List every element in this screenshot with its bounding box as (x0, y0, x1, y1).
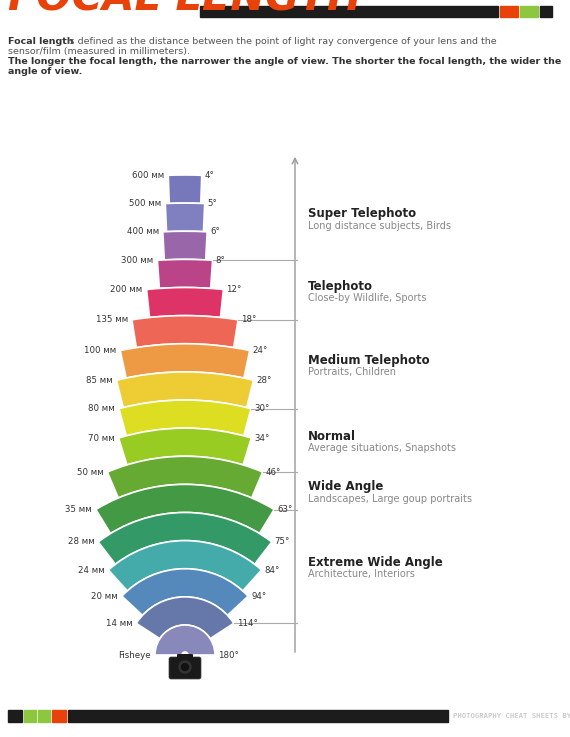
Text: PHOTOGRAPHY CHEAT SHEETS BY PICTURECORRECT.COM: PHOTOGRAPHY CHEAT SHEETS BY PICTURECORRE… (453, 713, 570, 719)
Bar (24, 710, 36, 722)
Circle shape (181, 663, 189, 671)
Text: Landscapes, Large goup portraits: Landscapes, Large goup portraits (308, 494, 472, 504)
Text: 135 мм: 135 мм (96, 315, 128, 324)
Text: Telephoto: Telephoto (308, 279, 373, 293)
Wedge shape (155, 625, 215, 655)
Wedge shape (146, 287, 223, 318)
Text: 100 мм: 100 мм (84, 346, 116, 355)
Wedge shape (108, 541, 262, 591)
Text: 24°: 24° (253, 346, 268, 355)
Text: 18°: 18° (241, 315, 256, 324)
Wedge shape (107, 456, 263, 498)
Text: 30°: 30° (254, 404, 270, 413)
Text: 500 мм: 500 мм (129, 199, 161, 208)
Text: 5°: 5° (207, 199, 218, 208)
Wedge shape (132, 315, 238, 348)
Wedge shape (157, 259, 213, 288)
Text: 80 мм: 80 мм (88, 404, 115, 413)
Text: 70 мм: 70 мм (88, 433, 115, 442)
Text: 63°: 63° (277, 505, 292, 514)
Text: 84°: 84° (264, 565, 280, 575)
Text: 14 мм: 14 мм (105, 619, 132, 628)
Text: 35 мм: 35 мм (65, 505, 92, 514)
Text: Focal length: Focal length (8, 37, 74, 46)
Text: 94°: 94° (251, 592, 266, 601)
Text: 114°: 114° (237, 619, 258, 628)
Text: The longer the focal length, the narrower the angle of view. The shorter the foc: The longer the focal length, the narrowe… (8, 57, 561, 77)
Bar (8, 710, 22, 722)
Text: 4°: 4° (205, 171, 215, 180)
Wedge shape (116, 372, 254, 408)
Text: 6°: 6° (210, 227, 220, 237)
Wedge shape (163, 231, 207, 260)
Text: sensor/film (measured in millimeters).: sensor/film (measured in millimeters). (8, 47, 193, 56)
Wedge shape (119, 428, 251, 465)
Wedge shape (168, 175, 202, 203)
Wedge shape (98, 512, 272, 565)
Wedge shape (119, 400, 251, 436)
Wedge shape (122, 569, 248, 615)
Text: Medium Telephoto: Medium Telephoto (308, 354, 430, 367)
Bar (52, 710, 66, 722)
Text: 28°: 28° (256, 376, 272, 385)
FancyBboxPatch shape (177, 654, 193, 661)
Text: 400 мм: 400 мм (127, 227, 159, 237)
Text: Portraits, Children: Portraits, Children (308, 367, 396, 377)
Text: Extreme Wide Angle: Extreme Wide Angle (308, 556, 443, 569)
Text: 50 мм: 50 мм (76, 467, 103, 477)
Text: FOCAL LENGTH: FOCAL LENGTH (8, 0, 362, 19)
FancyBboxPatch shape (169, 657, 201, 679)
Wedge shape (165, 203, 205, 231)
Wedge shape (136, 597, 234, 639)
Text: 12°: 12° (226, 285, 242, 294)
Wedge shape (120, 343, 250, 378)
Text: Architecture, Interiors: Architecture, Interiors (308, 570, 415, 579)
Text: 20 мм: 20 мм (91, 592, 118, 601)
Text: Long distance subjects, Birds: Long distance subjects, Birds (308, 221, 451, 231)
Text: 180°: 180° (218, 651, 239, 660)
Text: 24 мм: 24 мм (78, 565, 104, 575)
Text: Normal: Normal (308, 430, 356, 443)
Text: 600 мм: 600 мм (132, 171, 164, 180)
Text: Super Telephoto: Super Telephoto (308, 207, 416, 220)
Bar (540, 6, 552, 17)
Text: Fisheye: Fisheye (119, 651, 151, 660)
Text: 200 мм: 200 мм (111, 285, 142, 294)
Text: 300 мм: 300 мм (121, 256, 153, 265)
Text: 46°: 46° (266, 467, 281, 477)
Text: is defined as the distance between the point of light ray convergence of your le: is defined as the distance between the p… (64, 37, 496, 46)
Text: Wide Angle: Wide Angle (308, 481, 384, 493)
Text: 75°: 75° (275, 537, 290, 546)
Bar (500, 6, 518, 17)
Bar (520, 6, 538, 17)
Text: Close-by Wildlife, Sports: Close-by Wildlife, Sports (308, 293, 426, 303)
Text: 8°: 8° (215, 256, 226, 265)
Circle shape (179, 661, 191, 673)
Text: Average situations, Snapshots: Average situations, Snapshots (308, 444, 456, 453)
Bar (38, 710, 50, 722)
Text: 28 мм: 28 мм (67, 537, 94, 546)
Text: 34°: 34° (254, 433, 270, 442)
Wedge shape (96, 484, 274, 534)
Text: 85 мм: 85 мм (86, 376, 112, 385)
Bar (68, 710, 448, 722)
Bar (200, 6, 498, 17)
